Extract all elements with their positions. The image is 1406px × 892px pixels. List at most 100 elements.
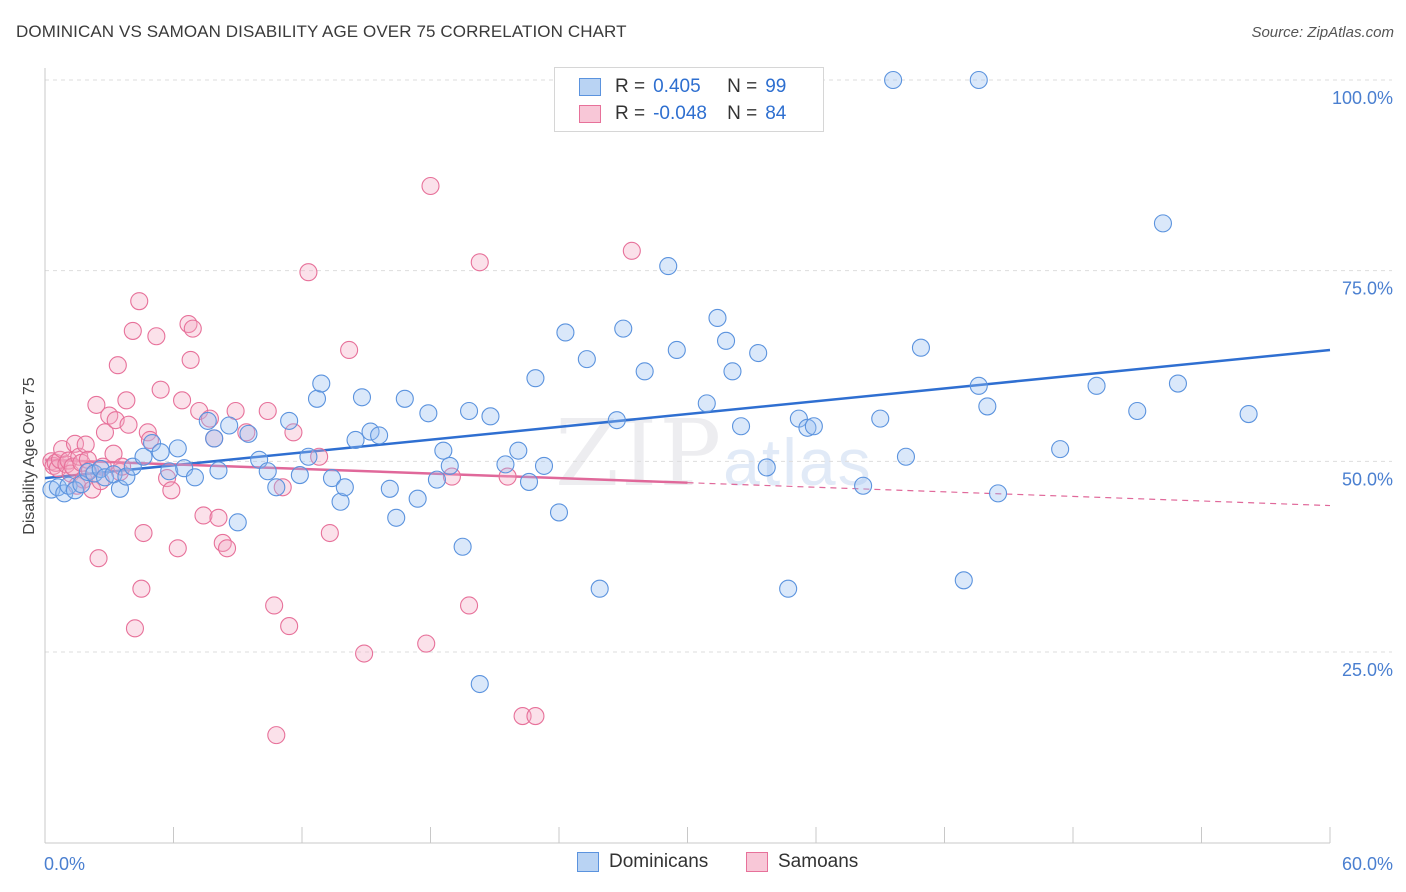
dominican-point [978,397,997,416]
gridlines [45,79,1392,653]
dominican-point [871,409,890,428]
dominican-point [299,447,318,466]
samoan-point [125,619,144,638]
samoan-point [299,263,318,282]
legend-n-label: N = [727,103,758,124]
dominican-point [408,489,427,508]
samoan-point [95,423,115,442]
samoan-point [442,467,461,486]
dominican-point [607,411,626,430]
samoan-point [200,409,219,428]
dominican-point [1087,376,1106,395]
dominican-point [395,389,414,408]
dominican-point [526,369,545,388]
legend-n-value: 99 [765,76,787,97]
dominican-point [228,513,247,532]
dominican-point [440,456,459,475]
dominican-point [160,462,179,481]
samoan-point [104,444,123,463]
dominican-point [322,469,342,488]
dominican-point [453,537,472,556]
dominican-point [267,478,286,497]
dominican-point [757,458,776,477]
dominican-point [427,470,446,489]
samoan-point [123,321,142,340]
samoan-point [421,176,440,196]
samoan-point [162,481,181,500]
y-tick-label: 25.0% [1342,660,1393,680]
samoan-point [513,707,532,726]
source-label: Source: ZipAtlas.com [1251,24,1394,41]
bottom-legend-label-samoans: Samoans [778,851,859,872]
dominican-point [614,319,633,338]
samoan-point [273,478,292,497]
dominican-point [85,464,104,483]
samoan-point [108,356,127,375]
dominican-point [220,416,239,435]
samoan-point [181,350,200,369]
dominican-point [481,407,500,426]
x-tick-label: 0.0% [44,854,85,874]
samoan-point [151,380,170,399]
dominican-point [1153,214,1172,233]
samoan-point [87,395,106,414]
dominican-point [419,404,438,423]
dominican-point [346,430,365,450]
dominican-point [496,455,515,474]
dominican-point [731,417,751,436]
dominican-point [590,579,609,598]
samoan-point [265,596,284,615]
dominican-point [723,362,742,381]
samoan-point [89,549,108,568]
y-tick-label: 75.0% [1342,279,1393,299]
bottom-legend-dominicans: Dominicans [577,851,708,873]
dominican-point [335,478,354,497]
dominican-point [556,323,575,342]
legend-r-value: -0.048 [653,103,707,124]
dominican-point [117,467,136,486]
samoan-point [417,634,436,653]
dominican-point [896,447,916,466]
samoan-point [355,644,374,663]
dominican-point [798,418,817,437]
samoan-point [622,241,641,260]
dominican-point [716,331,736,350]
dominican-point [290,466,309,485]
samoan-point [147,327,166,346]
dominican-point [884,70,903,90]
dominican-point [258,462,277,481]
legend-swatch-dominicans [579,78,601,96]
dominican-point [635,362,654,381]
dominican-point [708,308,727,328]
samoan-point [470,253,489,272]
dominican-point [549,503,569,522]
dominican-point [470,674,489,694]
dominican-point [280,411,299,430]
samoan-point [217,539,237,558]
dominican-point [954,571,973,590]
y-tick-label: 50.0% [1342,469,1393,489]
dominican-point [434,441,453,460]
trend-lines [44,348,1331,507]
axes [44,68,1331,844]
legend-row-samoans: R = -0.048 N = 84 [579,102,786,126]
dominican-point [380,479,399,498]
samoan-point [526,707,545,726]
dominican-point [209,461,228,480]
data-points [42,70,1258,745]
bottom-legend-label-dominicans: Dominicans [609,851,709,872]
dominican-point [331,492,350,511]
samoan-point [194,506,213,525]
watermark-atlas: atlas [723,425,873,499]
dominican-point [151,443,170,462]
dominican-point [804,417,823,436]
dominican-point [1239,404,1258,424]
dominican-point [459,401,479,421]
samoan-point [119,415,138,434]
dominican-point [509,441,528,460]
legend-n-value: 84 [765,103,787,124]
samoan-trend-line [44,458,688,484]
samoan-point [76,435,95,454]
correlation-legend: R = 0.405 N = 99 R = -0.048 N = 84 [554,67,824,132]
